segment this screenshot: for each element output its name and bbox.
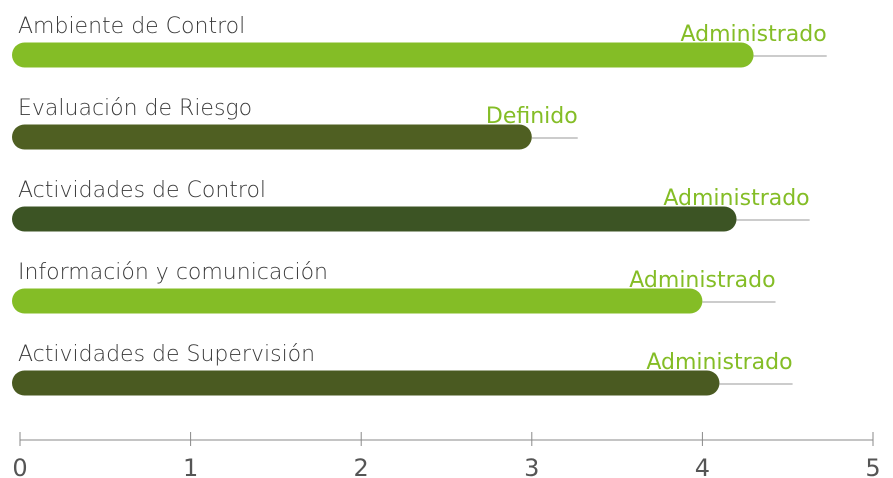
bar: [12, 42, 754, 68]
bar: [12, 288, 703, 314]
x-tick-label: 5: [865, 454, 880, 478]
category-label: Ambiente de Control: [18, 14, 245, 39]
x-tick-label: 0: [12, 454, 27, 478]
category-label: Información y comunicación: [18, 260, 328, 285]
x-tick-label: 2: [354, 454, 369, 478]
x-tick-label: 1: [183, 454, 198, 478]
x-tick-label: 3: [524, 454, 539, 478]
x-tick-label: 4: [695, 454, 710, 478]
bar: [12, 206, 737, 232]
category-label: Actividades de Control: [18, 178, 266, 203]
category-label: Evaluación de Riesgo: [18, 96, 252, 121]
category-label: Actividades de Supervisión: [18, 342, 315, 367]
bar: [12, 124, 532, 150]
bar: [12, 370, 720, 396]
